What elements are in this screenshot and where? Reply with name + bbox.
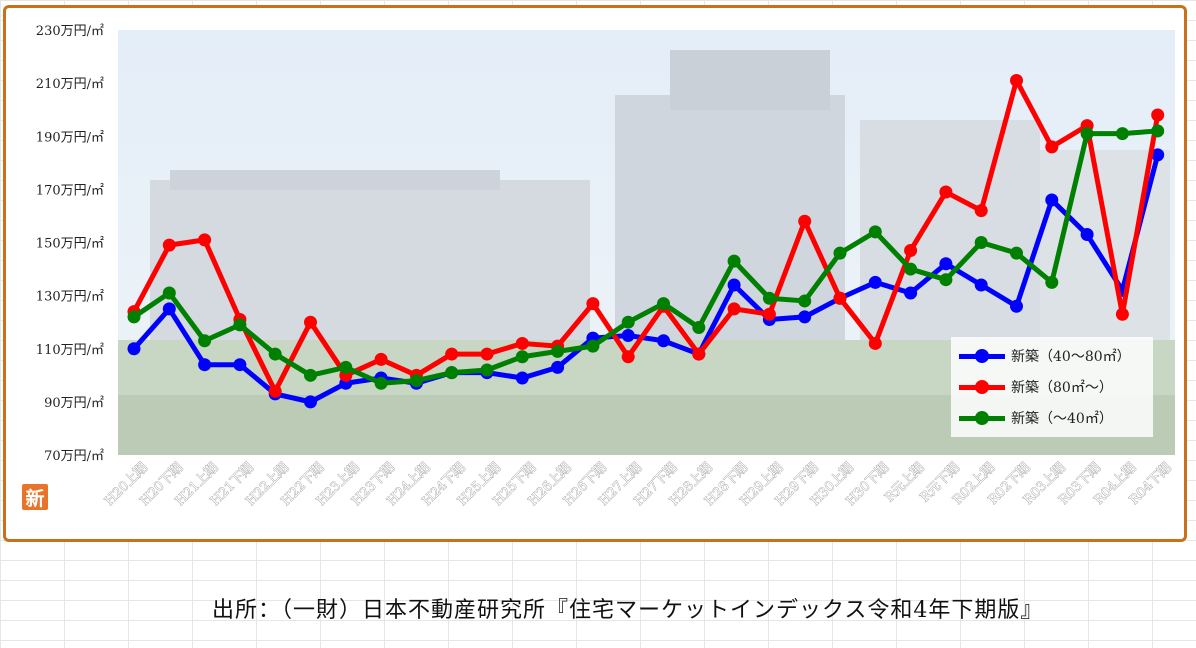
series-2	[127, 124, 1165, 390]
data-point	[1080, 127, 1094, 141]
data-point	[833, 246, 847, 260]
data-point	[621, 350, 635, 364]
data-point	[657, 334, 670, 348]
data-point	[198, 334, 212, 348]
data-point	[480, 347, 494, 361]
legend-label-series-1: 新築（80㎡～）	[1011, 380, 1113, 396]
y-tick-label: 210万円/㎡	[36, 77, 104, 92]
data-point	[692, 347, 706, 361]
data-point	[1080, 228, 1094, 242]
data-point	[1151, 108, 1165, 122]
shin-badge: 新	[22, 484, 48, 510]
y-tick-label: 170万円/㎡	[36, 183, 104, 198]
data-point	[515, 336, 529, 350]
data-point	[162, 286, 176, 300]
data-point	[974, 278, 988, 292]
legend-item-series-2: 新築（～40㎡）	[959, 407, 1113, 429]
data-point	[833, 291, 847, 305]
series-layer	[127, 73, 1165, 409]
data-point	[939, 257, 953, 271]
data-point	[268, 384, 282, 398]
y-axis: 70万円/㎡ 90万円/㎡ 110万円/㎡ 130万円/㎡ 150万円/㎡ 170万円/㎡…	[36, 24, 104, 464]
legend-label-series-2: 新築（～40㎡）	[1011, 411, 1113, 427]
data-point	[409, 374, 423, 388]
data-point	[162, 302, 176, 316]
legend-swatch-series-1	[959, 376, 1005, 398]
data-point	[1151, 148, 1165, 162]
x-axis: H20上期H20下期H21上期H21下期H22上期H22下期H23上期H23下期…	[102, 460, 1175, 510]
series-line	[131, 77, 1161, 394]
data-point	[798, 294, 812, 308]
data-point	[233, 358, 247, 372]
data-point	[268, 347, 282, 361]
data-point	[304, 315, 317, 329]
data-point	[657, 297, 670, 311]
legend-label-series-0: 新築（40～80㎡）	[1011, 349, 1131, 365]
legend-swatch-series-2	[959, 407, 1005, 429]
data-point	[904, 243, 918, 257]
data-point	[198, 233, 212, 247]
source-caption: 出所：（一財）日本不動産研究所『住宅マーケットインデックス令和4年下期版』	[212, 598, 1044, 623]
data-point	[162, 238, 176, 252]
data-point	[904, 262, 918, 276]
data-point	[1010, 246, 1023, 260]
data-point	[621, 328, 635, 342]
data-point	[868, 225, 882, 239]
data-point	[304, 368, 317, 382]
y-tick-label: 110万円/㎡	[36, 343, 104, 358]
data-point	[727, 278, 741, 292]
data-point	[1010, 73, 1023, 87]
data-point	[1115, 127, 1129, 141]
legend: 新築（40～80㎡） 新築（80㎡～） 新築（～40㎡）	[951, 337, 1153, 437]
data-point	[762, 307, 776, 321]
data-point	[304, 395, 317, 409]
data-point	[692, 321, 706, 334]
data-point	[868, 336, 882, 350]
data-point	[515, 371, 529, 385]
data-point	[551, 344, 565, 358]
data-point	[339, 360, 353, 374]
data-point	[1115, 307, 1129, 321]
data-point	[798, 310, 812, 324]
data-point	[127, 342, 141, 356]
data-point	[621, 315, 635, 329]
y-tick-label: 90万円/㎡	[44, 396, 104, 411]
data-point	[515, 350, 529, 364]
legend-item-series-1: 新築（80㎡～）	[959, 376, 1113, 398]
data-point	[1045, 193, 1059, 207]
data-point	[1045, 140, 1059, 154]
y-tick-label: 230万円/㎡	[36, 24, 104, 39]
data-point	[1151, 124, 1165, 138]
data-point	[904, 286, 918, 300]
y-tick-label: 70万円/㎡	[44, 449, 104, 464]
data-point	[868, 275, 882, 289]
data-point	[445, 366, 459, 380]
data-point	[1010, 299, 1023, 313]
data-point	[374, 376, 388, 390]
y-tick-label: 190万円/㎡	[36, 130, 104, 145]
data-point	[374, 352, 388, 366]
data-point	[127, 310, 141, 324]
data-point	[586, 297, 600, 311]
legend-item-series-0: 新築（40～80㎡）	[959, 345, 1131, 367]
data-point	[1045, 275, 1059, 289]
data-point	[233, 318, 247, 332]
y-tick-label: 150万円/㎡	[36, 237, 104, 252]
data-point	[480, 363, 494, 377]
data-point	[198, 358, 212, 372]
data-point	[762, 291, 776, 305]
data-point	[586, 339, 600, 353]
legend-swatch-series-0	[959, 345, 1005, 367]
data-point	[974, 204, 988, 218]
data-point	[551, 360, 565, 374]
data-point	[727, 254, 741, 268]
y-tick-label: 130万円/㎡	[36, 290, 104, 305]
data-point	[727, 302, 741, 316]
data-point	[445, 347, 459, 361]
data-point	[798, 214, 812, 228]
data-point	[974, 236, 988, 249]
data-point	[939, 273, 953, 287]
data-point	[939, 185, 953, 199]
